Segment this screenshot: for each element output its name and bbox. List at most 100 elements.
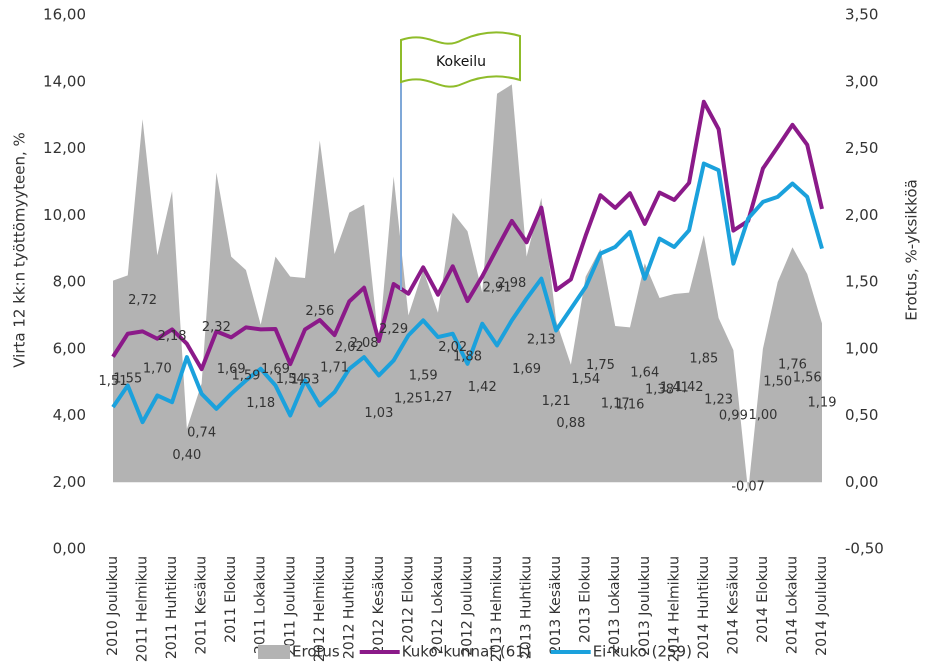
y-tick-label: 14,00 [43, 72, 86, 90]
y-tick-label: 0,00 [53, 540, 86, 558]
data-label: 1,69 [217, 362, 246, 377]
legend-label: Kuko-kunnat (61) [402, 643, 531, 661]
data-label: 1,53 [291, 373, 320, 388]
data-label: 1,56 [793, 371, 822, 386]
x-tick-label: 2013 Huhtikuu [519, 556, 535, 659]
data-label: 1,27 [423, 390, 452, 405]
legend-item: Kuko-kunnat (61) [359, 643, 531, 661]
data-label: 1,23 [704, 393, 733, 408]
data-label: 1,41 [660, 381, 689, 396]
data-label: 1,75 [586, 358, 615, 373]
data-label: 1,54 [276, 372, 305, 387]
legend-label: Erotus [292, 643, 340, 661]
x-tick-label: 2013 Joulukuu [637, 556, 653, 656]
data-label: -0,07 [731, 479, 765, 494]
data-label: 0,88 [556, 416, 585, 431]
y-axis-label: Virta 12 kk:n työttömyyteen, % [11, 132, 29, 368]
data-label: 0,74 [187, 425, 216, 440]
y2-tick-label: 1,00 [845, 339, 878, 357]
data-label: 1,71 [320, 361, 349, 376]
data-label: 1,69 [512, 362, 541, 377]
y-tick-label: 10,00 [43, 206, 86, 224]
y2-tick-label: 2,00 [845, 206, 878, 224]
data-label: 1,54 [571, 372, 600, 387]
data-label: 1,70 [143, 361, 172, 376]
annotation: Kokeilu [436, 54, 486, 70]
legend-item: Ei-kuko (259) [550, 643, 692, 661]
data-label: 1,55 [113, 371, 142, 386]
line [111, 161, 824, 425]
y-tick-label: 16,00 [43, 6, 86, 24]
data-label: 1,59 [231, 369, 260, 384]
area [113, 84, 822, 492]
data-label: 1,42 [468, 380, 497, 395]
x-tick-label: 2012 Helmikuu [312, 556, 328, 662]
y2-tick-label: 0,50 [845, 406, 878, 424]
x-tick-label: 2014 Helmikuu [666, 556, 682, 662]
data-label: 1,42 [675, 380, 704, 395]
y2-tick-label: 3,50 [845, 6, 878, 24]
data-label: 1,88 [453, 349, 482, 364]
data-label: 0,40 [172, 448, 201, 463]
y2-tick-label: 2,50 [845, 139, 878, 157]
data-label: 2,08 [350, 336, 379, 351]
y2-tick-label: 1,50 [845, 273, 878, 291]
y2-tick-label: 0,00 [845, 473, 878, 491]
data-label: 1,51 [99, 374, 128, 389]
data-label: 1,03 [364, 406, 393, 421]
y2-axis-label: Erotus, %-yksikköä [903, 179, 921, 320]
x-tick-label: 2012 Huhtikuu [341, 556, 357, 659]
data-label: 1,18 [246, 396, 275, 411]
x-tick-label: 2014 Huhtikuu [696, 556, 712, 659]
legend-label: Ei-kuko (259) [593, 643, 692, 661]
data-label: 1,50 [763, 375, 792, 390]
data-label: 2,29 [379, 322, 408, 337]
data-label: 2,56 [305, 304, 334, 319]
data-label: 2,98 [497, 276, 526, 291]
line [111, 99, 824, 372]
data-label: 1,85 [689, 351, 718, 366]
data-label: 1,38 [645, 383, 674, 398]
x-tick-label: 2014 Lokakuu [784, 556, 800, 654]
x-tick-label: 2013 Helmikuu [489, 556, 505, 662]
x-tick-label: 2011 Joulukuu [282, 556, 298, 656]
data-label: 1,16 [616, 397, 645, 412]
data-label: 1,00 [748, 408, 777, 423]
data-label: 1,69 [261, 362, 290, 377]
x-tick-label: 2012 Lokakuu [430, 556, 446, 654]
x-tick-label: 2012 Elokuu [400, 556, 416, 643]
x-tick-label: 2011 Huhtikuu [164, 556, 180, 659]
data-label: 1,76 [778, 357, 807, 372]
data-label: 1,21 [542, 394, 571, 409]
data-label: 2,02 [438, 340, 467, 355]
legend-item: Erotus [258, 643, 340, 661]
x-tick-label: 2012 Kesäkuu [371, 556, 387, 654]
x-tick-label: 2013 Kesäkuu [548, 556, 564, 654]
data-label: 1,19 [808, 395, 837, 410]
data-label: 2,91 [483, 281, 512, 296]
data-label: 2,72 [128, 293, 157, 308]
data-label: 2,32 [202, 320, 231, 335]
x-tick-label: 2014 Elokuu [755, 556, 771, 643]
data-label: 1,17 [601, 397, 630, 412]
x-tick-label: 2013 Elokuu [578, 556, 594, 643]
y-tick-label: 2,00 [53, 473, 86, 491]
x-tick-label: 2014 Kesäkuu [725, 556, 741, 654]
data-label: 2,13 [527, 333, 556, 348]
y-tick-label: 12,00 [43, 139, 86, 157]
x-tick-label: 2012 Joulukuu [460, 556, 476, 656]
data-label: 2,02 [335, 340, 364, 355]
y2-tick-label: 3,00 [845, 72, 878, 90]
x-tick-label: 2011 Elokuu [223, 556, 239, 643]
data-label: 1,64 [630, 365, 659, 380]
data-label: 1,59 [409, 369, 438, 384]
y2-tick-label: -0,50 [845, 540, 884, 558]
y-tick-label: 4,00 [53, 406, 86, 424]
x-tick-label: 2014 Joulukuu [814, 556, 830, 656]
y-tick-label: 8,00 [53, 273, 86, 291]
data-label: 2,18 [158, 329, 187, 344]
x-tick-label: 2011 Helmikuu [135, 556, 151, 662]
annotation-flag [400, 31, 521, 88]
